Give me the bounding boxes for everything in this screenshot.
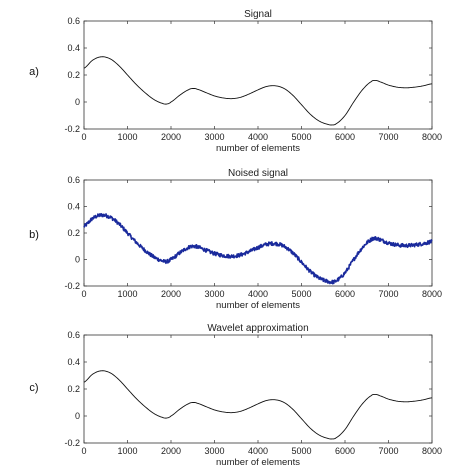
chart-panel-3: Wavelet approximation c) 0 1000 2000 3000 4000… bbox=[29, 323, 442, 468]
x-tick-label: 8000 bbox=[422, 132, 442, 142]
y-tick-label: 0.2 bbox=[67, 228, 80, 238]
chart-panel-1: Signal a) 0 1000 2000 3000 4000 5000 6000 7000 800… bbox=[29, 9, 442, 154]
y-tick-label: 0 bbox=[75, 255, 80, 265]
x-tick-label: 3000 bbox=[204, 289, 224, 299]
x-tick-label: 1000 bbox=[117, 446, 137, 456]
x-tick-label: 8000 bbox=[422, 289, 442, 299]
y-tick-label: 0 bbox=[75, 411, 80, 421]
chart-title: Signal bbox=[244, 9, 272, 20]
panel-label: c) bbox=[29, 382, 38, 394]
x-tick-label: 2000 bbox=[161, 446, 181, 456]
x-tick-label: 4000 bbox=[248, 132, 268, 142]
x-tick-label: 2000 bbox=[161, 289, 181, 299]
series-line-1 bbox=[83, 56, 433, 126]
x-tick-label: 5000 bbox=[291, 446, 311, 456]
x-tick-label: 0 bbox=[81, 289, 86, 299]
chart-title: Wavelet approximation bbox=[207, 323, 308, 334]
y-tick-label: 0 bbox=[75, 97, 80, 107]
x-tick-label: 1000 bbox=[117, 132, 137, 142]
x-tick-label: 7000 bbox=[378, 132, 398, 142]
y-tick-label: -0.2 bbox=[64, 281, 80, 291]
x-tick-label: 4000 bbox=[248, 446, 268, 456]
x-axis-label: number of elements bbox=[216, 143, 300, 154]
x-tick-label: 6000 bbox=[335, 132, 355, 142]
series-line-1 bbox=[83, 370, 433, 440]
y-tick-label: 0.4 bbox=[67, 357, 80, 367]
y-tick-label: 0.6 bbox=[67, 330, 80, 340]
y-tick-label: 0.2 bbox=[67, 384, 80, 394]
y-tick-label: 0.6 bbox=[67, 16, 80, 26]
chart-panel-2: Noised signal b) 0 1000 2000 3000 4000 5000 6000… bbox=[29, 168, 442, 311]
x-tick-label: 0 bbox=[81, 446, 86, 456]
x-tick-label: 1000 bbox=[117, 289, 137, 299]
x-tick-label: 6000 bbox=[335, 289, 355, 299]
x-tick-label: 8000 bbox=[422, 446, 442, 456]
x-axis-label: number of elements bbox=[216, 457, 300, 468]
panel-label: a) bbox=[29, 66, 39, 78]
y-tick-label: 0.4 bbox=[67, 43, 80, 53]
x-tick-label: 7000 bbox=[378, 289, 398, 299]
panel-label: b) bbox=[29, 229, 39, 241]
y-tick-label: 0.4 bbox=[67, 202, 80, 212]
x-tick-label: 5000 bbox=[291, 132, 311, 142]
y-tick-label: -0.2 bbox=[64, 438, 80, 448]
chart-title: Noised signal bbox=[228, 168, 288, 179]
x-tick-label: 3000 bbox=[204, 132, 224, 142]
y-tick-label: 0.6 bbox=[67, 175, 80, 185]
x-axis-label: number of elements bbox=[216, 300, 300, 311]
y-tick-label: 0.2 bbox=[67, 70, 80, 80]
x-tick-label: 7000 bbox=[378, 446, 398, 456]
series-line-1 bbox=[83, 213, 433, 285]
x-tick-label: 5000 bbox=[291, 289, 311, 299]
x-tick-label: 4000 bbox=[248, 289, 268, 299]
y-tick-label: -0.2 bbox=[64, 124, 80, 134]
x-tick-label: 2000 bbox=[161, 132, 181, 142]
x-tick-label: 0 bbox=[81, 132, 86, 142]
x-tick-label: 6000 bbox=[335, 446, 355, 456]
x-tick-label: 3000 bbox=[204, 446, 224, 456]
